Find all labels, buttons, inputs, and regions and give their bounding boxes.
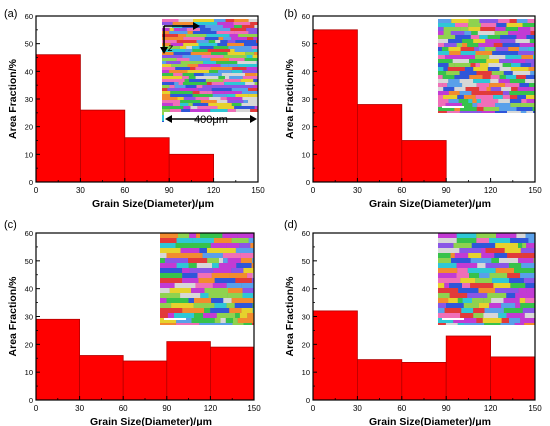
panel-label: (a) xyxy=(4,8,17,20)
histogram-bar xyxy=(312,310,358,401)
chart-panel-2: 0 30 60 90 120 150 0 10 20 30 40 50 60 Grain Size(Dia… xyxy=(284,8,542,210)
y-tick-label: 10 xyxy=(25,368,33,377)
y-tick-label: 30 xyxy=(302,313,310,322)
y-axis-label: Area Fraction/% xyxy=(7,58,19,139)
y-tick-label: 50 xyxy=(302,257,310,266)
y-axis-label: Area Fraction/% xyxy=(284,276,296,357)
x-tick-label: 120 xyxy=(204,404,218,413)
x-tick-label: 60 xyxy=(397,186,406,195)
chart-panel-1: z 400μm 0 30 60 90 120 150 0 10 20 30 40 50 60 Grain Si… xyxy=(4,8,265,210)
y-tick-label: 30 xyxy=(302,95,310,104)
x-tick-label: 150 xyxy=(247,404,261,413)
y-tick-label: 50 xyxy=(302,40,310,49)
x-tick-label: 0 xyxy=(311,186,316,195)
panel-label: (c) xyxy=(4,219,17,231)
x-axis-label: Grain Size(Diameter)/μm xyxy=(90,416,212,426)
y-tick-label: 60 xyxy=(302,229,310,238)
histogram-bar xyxy=(401,140,447,183)
histogram-bar xyxy=(401,361,447,401)
histogram-bar xyxy=(35,318,80,401)
panel-label: (b) xyxy=(284,8,297,20)
histogram-bar xyxy=(166,341,211,401)
chart-panel-3: 0 30 60 90 120 150 0 10 20 30 40 50 60 Grain Size(Dia… xyxy=(4,219,261,426)
y-tick-label: 60 xyxy=(25,12,33,21)
x-axis-label: Grain Size(Diameter)/μm xyxy=(369,416,491,426)
x-tick-label: 60 xyxy=(397,404,406,413)
histogram-bar xyxy=(168,153,214,183)
histogram-bar xyxy=(445,335,492,401)
x-tick-label: 30 xyxy=(75,404,84,413)
x-tick-label: 60 xyxy=(120,186,129,195)
x-tick-label: 60 xyxy=(119,404,128,413)
histogram-bar xyxy=(124,137,170,183)
y-tick-label: 50 xyxy=(25,40,33,49)
x-axis-label: Grain Size(Diameter)/μm xyxy=(369,198,491,210)
x-tick-label: 90 xyxy=(162,404,171,413)
x-tick-label: 90 xyxy=(165,186,174,195)
chart-panel-4: 0 30 60 90 120 150 0 10 20 30 40 50 60 Grain Size(Dia… xyxy=(284,219,542,426)
histogram-bar xyxy=(35,54,81,183)
microstructure-inset xyxy=(438,19,535,113)
panel-label: (d) xyxy=(284,219,297,231)
x-tick-label: 30 xyxy=(76,186,85,195)
x-tick-label: 150 xyxy=(528,186,542,195)
y-tick-label: 30 xyxy=(25,313,33,322)
x-tick-label: 90 xyxy=(442,186,451,195)
histogram-bar xyxy=(312,29,358,183)
inset-annotations: z 400μm xyxy=(160,22,258,126)
histogram-bar xyxy=(490,356,536,401)
x-tick-label: 0 xyxy=(34,186,39,195)
y-axis-label: Area Fraction/% xyxy=(284,58,296,139)
x-tick-label: 30 xyxy=(353,186,362,195)
y-tick-label: 10 xyxy=(302,150,310,159)
x-tick-label: 0 xyxy=(311,404,316,413)
y-tick-label: 50 xyxy=(25,257,33,266)
y-tick-label: 10 xyxy=(302,368,310,377)
y-tick-label: 60 xyxy=(302,12,310,21)
x-tick-label: 0 xyxy=(34,404,39,413)
y-tick-label: 20 xyxy=(25,340,33,349)
y-tick-label: 40 xyxy=(25,67,33,76)
y-tick-label: 40 xyxy=(302,67,310,76)
microstructure-inset xyxy=(160,233,254,325)
microstructure-inset xyxy=(162,19,258,122)
x-tick-label: 150 xyxy=(251,186,265,195)
x-tick-label: 90 xyxy=(442,404,451,413)
y-tick-label: 40 xyxy=(302,285,310,294)
x-tick-label: 150 xyxy=(528,404,542,413)
y-tick-label: 30 xyxy=(25,95,33,104)
y-tick-label: 10 xyxy=(25,150,33,159)
histogram-bar xyxy=(356,359,403,401)
y-tick-label: 0 xyxy=(306,396,310,405)
microstructure-inset xyxy=(438,233,535,325)
histogram-bar xyxy=(356,104,403,183)
y-tick-label: 0 xyxy=(29,396,33,405)
histogram-bar xyxy=(209,346,255,401)
inset-axis-letter: z xyxy=(167,43,173,54)
y-tick-label: 20 xyxy=(302,123,310,132)
y-axis-label: Area Fraction/% xyxy=(7,276,19,357)
histogram-bar xyxy=(79,355,124,401)
histogram-bar xyxy=(80,109,126,183)
y-tick-label: 0 xyxy=(29,178,33,187)
scale-bar-label: 400μm xyxy=(194,114,228,126)
y-tick-label: 20 xyxy=(25,123,33,132)
x-tick-label: 120 xyxy=(484,404,498,413)
y-tick-label: 20 xyxy=(302,340,310,349)
x-tick-label: 120 xyxy=(207,186,221,195)
x-tick-label: 30 xyxy=(353,404,362,413)
y-tick-label: 60 xyxy=(25,229,33,238)
x-tick-label: 120 xyxy=(484,186,498,195)
y-tick-label: 40 xyxy=(25,285,33,294)
histogram-bar xyxy=(122,360,168,401)
x-axis-label: Grain Size(Diameter)/μm xyxy=(92,198,214,210)
y-tick-label: 0 xyxy=(306,178,310,187)
